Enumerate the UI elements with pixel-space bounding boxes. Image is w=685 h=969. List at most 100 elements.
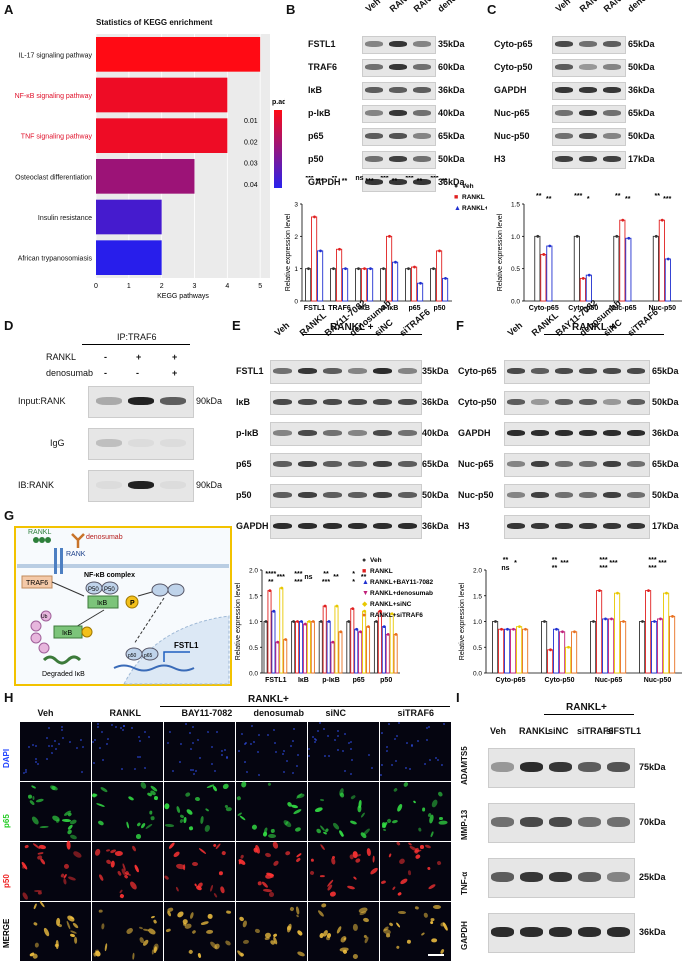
data-point: [438, 249, 441, 253]
blot-row-label: IκB: [308, 85, 323, 95]
data-bar: [516, 626, 523, 674]
condition-sign: -: [104, 352, 107, 362]
data-bar: [373, 621, 378, 674]
data-point: [272, 609, 276, 613]
protein-band: [555, 430, 573, 436]
blot-strip: [270, 453, 422, 477]
data-bar: [571, 631, 578, 674]
data-bar: [380, 268, 387, 302]
cell-signal: [283, 770, 286, 774]
kda-label: 90kDa: [196, 396, 223, 406]
cell-signal: [61, 736, 65, 740]
protein-band: [273, 523, 292, 529]
group-line: [544, 334, 664, 335]
data-point: [542, 253, 546, 256]
data-bar: [334, 605, 339, 674]
data-point: [319, 249, 322, 253]
protein-band: [579, 87, 597, 93]
data-point: [444, 276, 447, 280]
cell-signal: [292, 727, 295, 730]
protein-band: [413, 41, 431, 47]
y-tick-label: 2: [294, 234, 298, 241]
significance-mark: ***: [609, 560, 617, 567]
p50-subunit-icon-2: [101, 581, 119, 595]
data-bar: [664, 258, 671, 302]
kegg-enrichment-chart: 0 1 2 3 4 5 IL-17 signaling pathway NF-κB signa…: [15, 34, 285, 300]
column-header: siTRAF6: [397, 708, 435, 718]
kda-label: 17kDa: [628, 154, 655, 164]
blot-row-label: GAPDH: [308, 177, 341, 187]
cell-signal: [178, 760, 182, 764]
cell-signal: [210, 746, 213, 749]
cell-signal: [379, 773, 383, 777]
protein-band: [348, 368, 367, 374]
cell-signal: [34, 757, 38, 760]
significance-mark: ***: [648, 557, 656, 564]
cell-signal: [128, 880, 139, 891]
protein-band: [413, 64, 431, 70]
cell-signal: [419, 844, 424, 849]
data-bar: [346, 621, 351, 674]
micrograph-tile: [236, 902, 307, 961]
cell-signal: [188, 825, 194, 831]
plot-background: [96, 34, 270, 278]
data-point: [339, 630, 343, 634]
cell-signal: [196, 881, 204, 889]
y-tick-label: 1.5: [473, 593, 482, 600]
protein-band: [398, 399, 417, 405]
protein-band: [413, 87, 431, 93]
cell-signal: [42, 927, 51, 938]
cell-signal: [166, 928, 172, 933]
diagram-border: [14, 526, 232, 686]
cell-signal: [391, 886, 396, 891]
cell-signal: [195, 769, 198, 773]
data-bar: [613, 235, 620, 302]
row-label: p65: [2, 813, 11, 828]
significance-mark: **: [392, 178, 398, 185]
cell-signal: [226, 807, 233, 812]
cell-signal: [144, 730, 147, 734]
x-tick-label: p50: [380, 677, 392, 684]
cell-signal: [92, 761, 95, 765]
cell-signal: [54, 747, 58, 751]
data-bar: [498, 628, 505, 674]
legend-label: RANKL: [462, 194, 485, 201]
data-point: [300, 620, 303, 623]
data-bar: [565, 646, 572, 674]
cell-signal: [349, 819, 357, 825]
protein-band: [398, 492, 417, 498]
cell-signal: [362, 917, 370, 923]
cell-signal: [68, 740, 72, 743]
cell-signal: [272, 728, 276, 732]
protein-band: [323, 399, 342, 405]
significance-mark: **: [417, 178, 423, 185]
data-point: [369, 267, 372, 271]
kda-label: 50kDa: [628, 62, 655, 72]
blot-row-label: p65: [236, 459, 252, 469]
data-point: [378, 609, 382, 613]
x-tick-label: Cyto-p50: [568, 305, 598, 312]
protein-band: [520, 927, 543, 937]
x-tick-label: IκB: [359, 305, 370, 312]
protein-band: [578, 927, 601, 937]
data-point: [394, 632, 398, 636]
data-bar: [559, 631, 566, 674]
legend-label: RANKL+siNC: [370, 601, 412, 608]
data-bar: [317, 250, 324, 302]
protein-band: [555, 64, 573, 70]
cell-signal: [265, 936, 271, 941]
cell-signal: [282, 749, 285, 753]
data-bar: [625, 237, 632, 302]
lane-header: siTRAF6: [577, 726, 614, 736]
panel-b-western-blot: VehRANKLRANKL+denosumabFSTL135kDaTRAF660…: [300, 0, 485, 205]
cell-signal: [337, 730, 340, 733]
blot-row-label: ADAMTS5: [460, 746, 469, 785]
data-bar: [381, 626, 386, 674]
protein-band: [603, 461, 621, 467]
x-tick-label: 4: [225, 283, 229, 290]
protein-band: [627, 368, 645, 374]
rankl-ligand-icon: [33, 537, 39, 543]
protein-band: [323, 368, 342, 374]
cell-signal: [257, 773, 261, 777]
blot-row-label: FSTL1: [236, 366, 264, 376]
